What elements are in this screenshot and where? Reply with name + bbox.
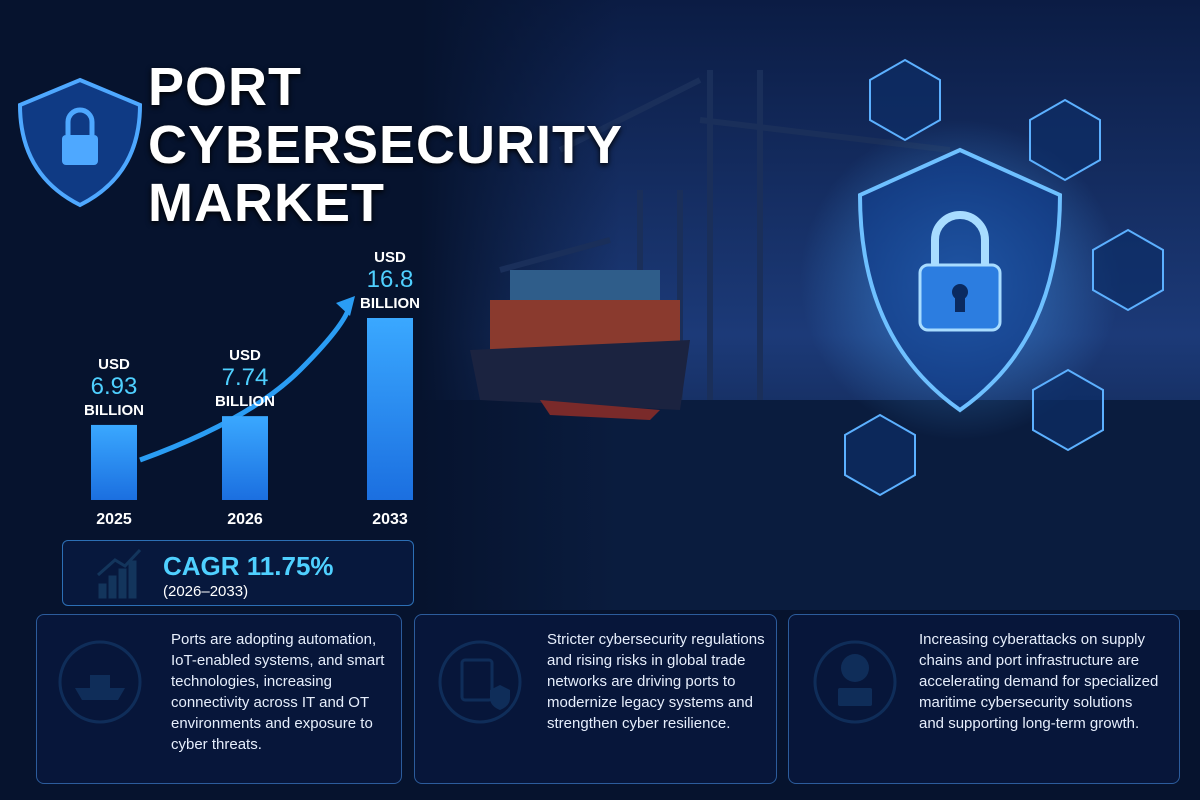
title-line: PORT <box>148 57 303 117</box>
value-unit: BILLION <box>215 393 275 410</box>
x-tick-label: 2025 <box>96 511 132 528</box>
x-tick-label: 2033 <box>372 511 408 528</box>
card: Ports are adopting automation, IoT-enabl… <box>36 614 402 784</box>
value-unit: USD <box>229 347 261 364</box>
value-label: 7.74 <box>222 364 269 391</box>
value-label: 16.8 <box>367 266 414 293</box>
card-text: Increasing cyberattacks on supply chains… <box>919 631 1159 732</box>
title-line: CYBERSECURITY <box>148 115 624 175</box>
card: Increasing cyberattacks on supply chains… <box>788 614 1180 784</box>
bar <box>91 424 137 500</box>
value-unit: BILLION <box>84 402 144 419</box>
bar <box>367 318 413 500</box>
value-label: 6.93 <box>91 373 138 400</box>
title-line: MARKET <box>148 173 385 233</box>
card: Stricter cybersecurity regulations and r… <box>414 614 777 784</box>
card-text: Stricter cybersecurity regulations and r… <box>547 631 765 732</box>
cagr-label: CAGR 11.75% <box>163 551 334 581</box>
x-tick-label: 2026 <box>227 511 263 528</box>
value-unit: USD <box>98 356 130 373</box>
cagr-period: (2026–2033) <box>163 583 249 600</box>
value-unit: BILLION <box>360 295 420 312</box>
bar <box>222 416 268 500</box>
value-unit: USD <box>374 249 406 266</box>
card-text: Ports are adopting automation, IoT-enabl… <box>171 631 385 753</box>
cagr-box: CAGR 11.75% (2026–2033) <box>62 540 414 606</box>
